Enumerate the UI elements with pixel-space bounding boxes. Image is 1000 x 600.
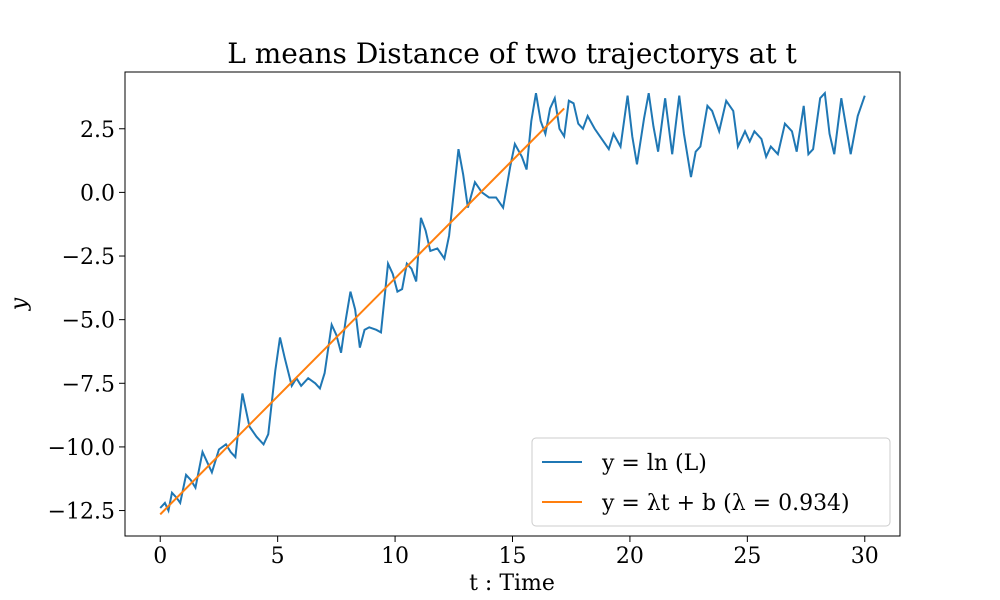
- line-series: [159, 90, 866, 514]
- x-tick-label: 5: [271, 544, 285, 569]
- y-tick-label: −2.5: [62, 245, 115, 270]
- x-axis-label: t : Time: [469, 571, 555, 596]
- y-axis-label: y: [7, 297, 32, 311]
- legend-label: y = λt + b (λ = 0.934): [601, 491, 850, 516]
- y-tick-label: −12.5: [48, 500, 115, 525]
- x-tick-label: 25: [733, 544, 761, 569]
- x-tick-label: 20: [616, 544, 644, 569]
- y-tick-label: 0.0: [80, 181, 115, 206]
- x-tick-label: 30: [851, 544, 879, 569]
- x-tick-label: 15: [499, 544, 527, 569]
- y-tick-label: −5.0: [62, 309, 115, 334]
- axes-frame: [124, 71, 901, 537]
- legend-box: [531, 437, 891, 527]
- y-tick-label: −10.0: [48, 436, 115, 461]
- line-series: [159, 107, 565, 516]
- y-tick-label: −7.5: [62, 372, 115, 397]
- y-tick-label: 2.5: [80, 118, 115, 143]
- x-tick-label: 0: [153, 544, 167, 569]
- chart-title: L means Distance of two trajectorys at t: [227, 37, 797, 70]
- legend-label: y = ln (L): [601, 451, 707, 476]
- x-tick-label: 10: [381, 544, 409, 569]
